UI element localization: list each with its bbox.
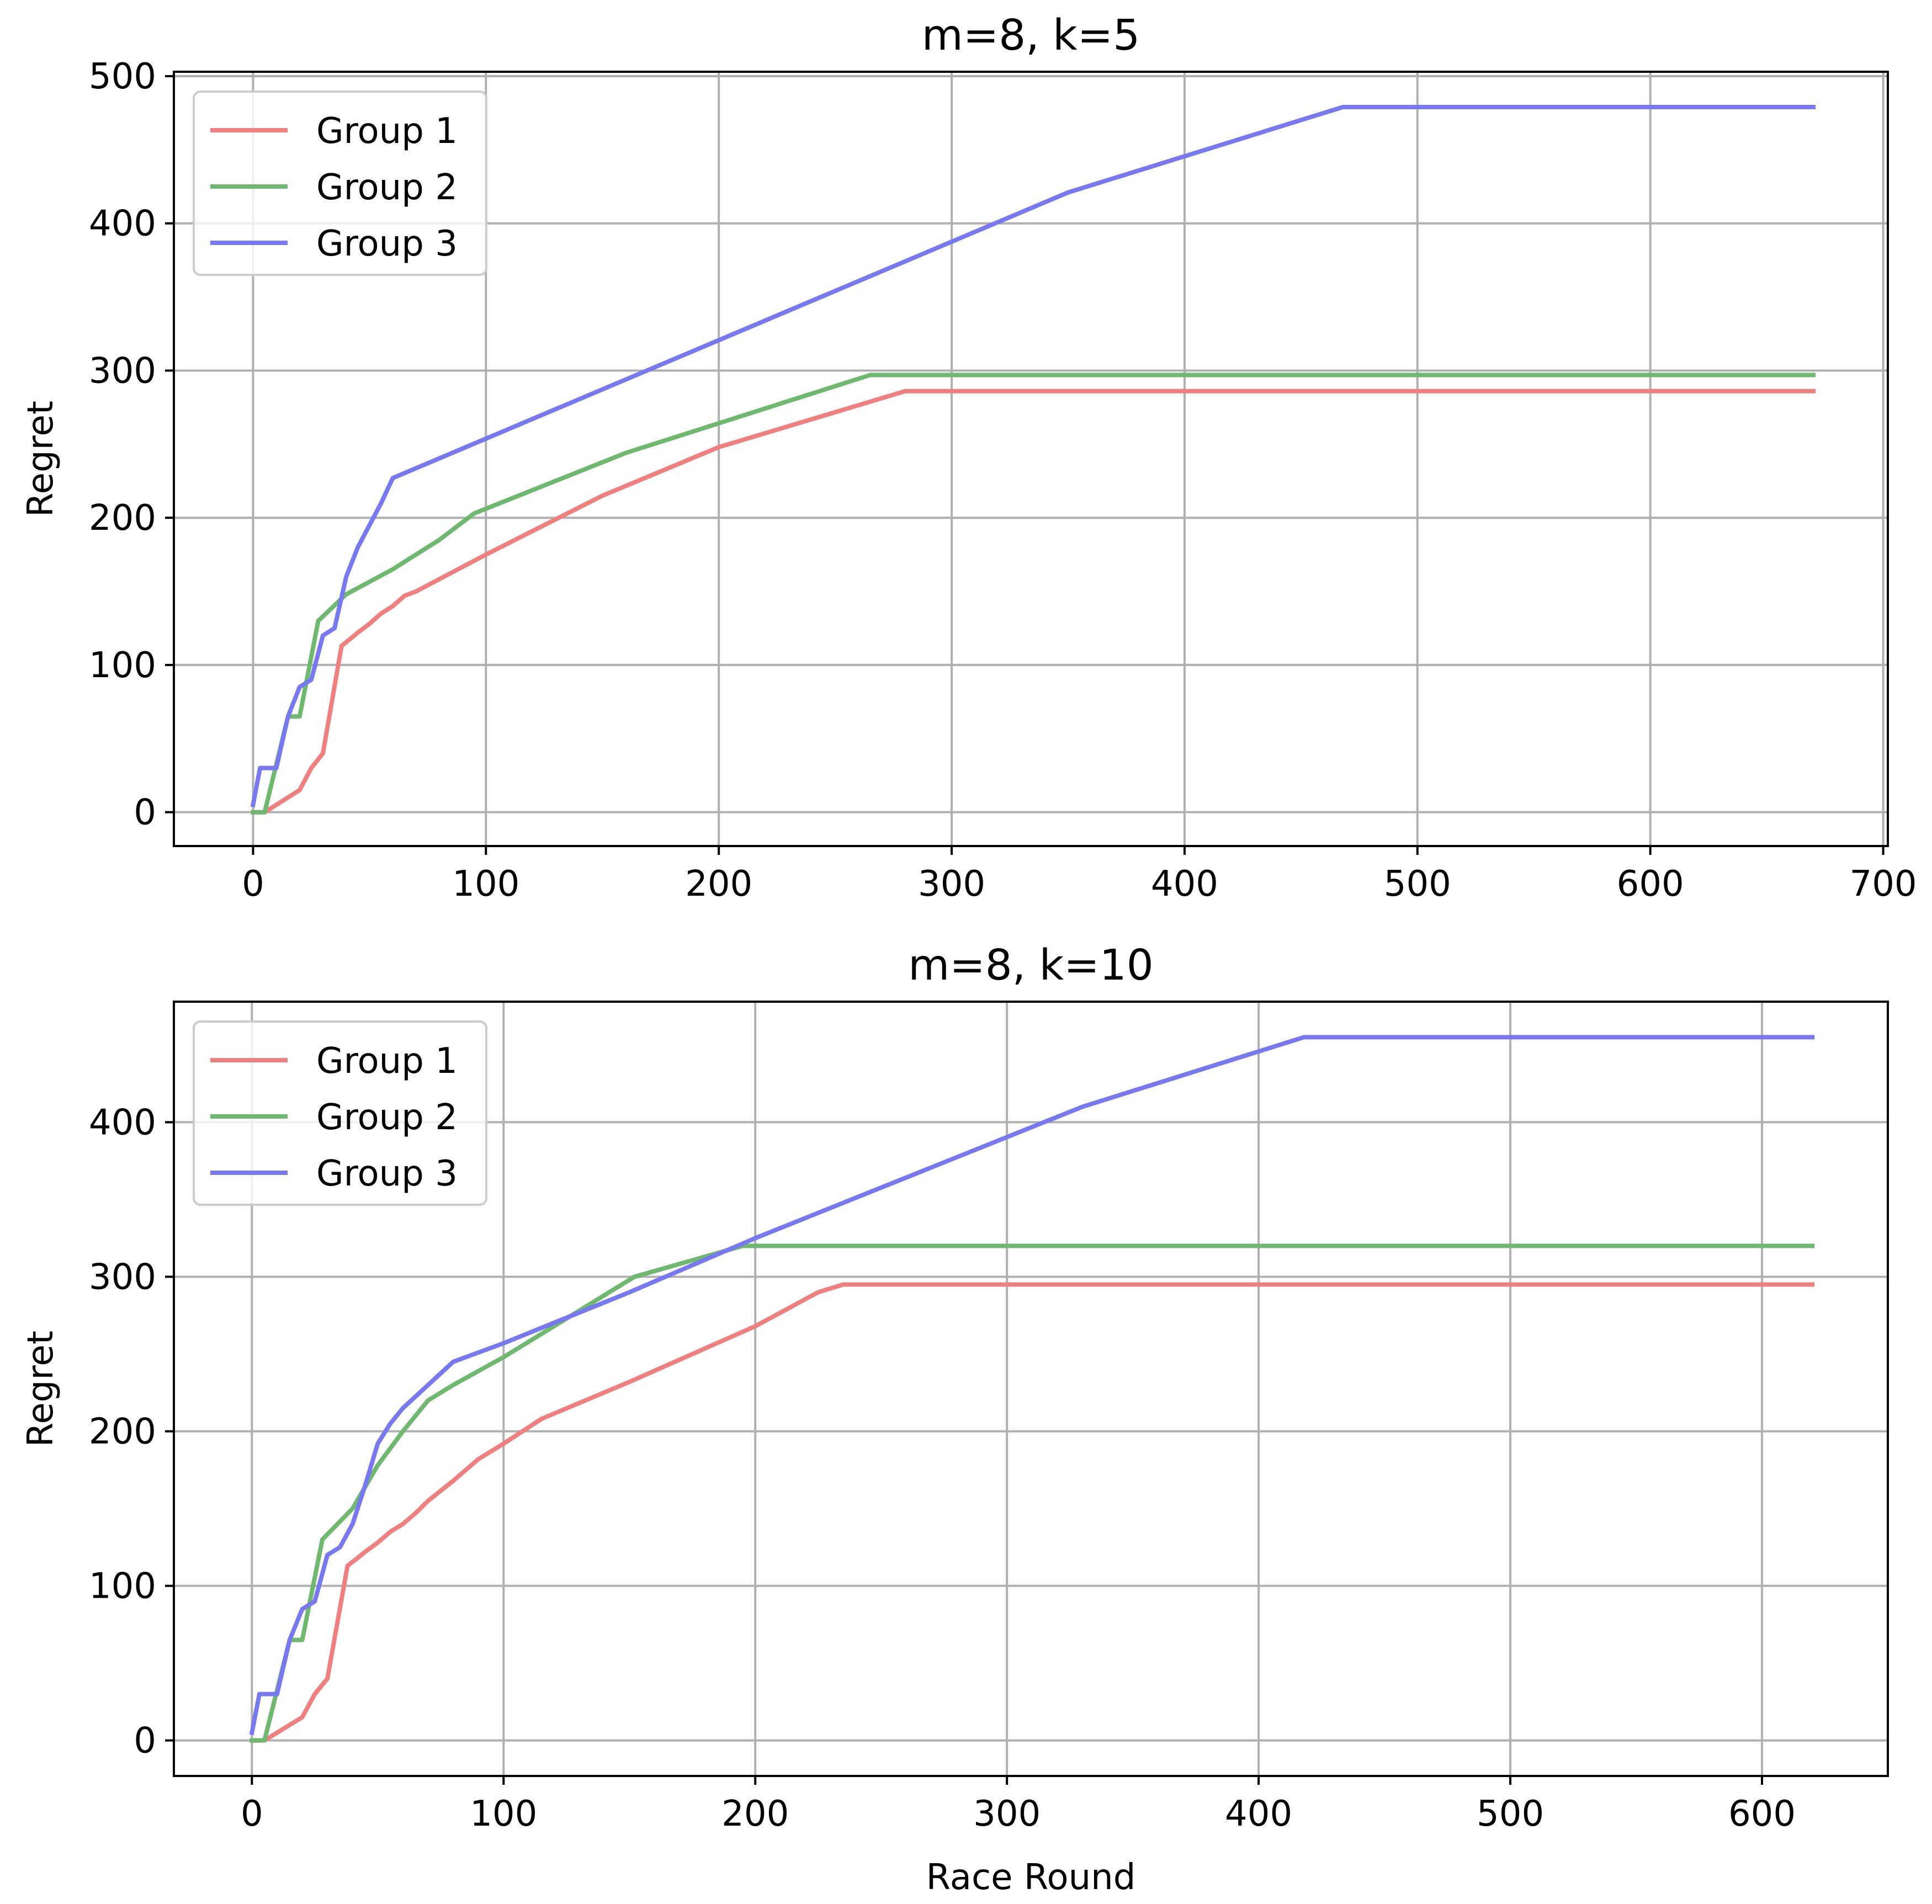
y-tick-label: 400	[89, 204, 156, 244]
legend-box	[193, 91, 487, 276]
x-axis-label: Race Round	[926, 1857, 1136, 1898]
chart-top: 0 100 200 300 400 500 600 700 0 100 200 300 400 500 m=…	[20, 11, 1917, 905]
series-line-1	[250, 1282, 1815, 1743]
legend: Group 1 Group 2 Group 3	[193, 91, 487, 276]
y-tick-label: 400	[89, 1102, 156, 1143]
y-tick-label: 200	[89, 1412, 156, 1453]
x-tick-label: 0	[241, 1794, 263, 1834]
legend-label: Group 3	[316, 224, 458, 264]
x-tick-label: 300	[973, 1794, 1041, 1834]
y-tick-label: 300	[89, 1257, 156, 1297]
y-tick-label: 300	[89, 350, 156, 391]
y-tick-label: 100	[89, 645, 156, 686]
axes-frame	[173, 1001, 1889, 1777]
x-tick-label: 200	[685, 864, 752, 905]
x-tick-label: 500	[1384, 864, 1451, 905]
chart-bottom: 0 100 200 300 400 500 600 0 100 200 300 400 m=8, k=1…	[20, 941, 1889, 1898]
x-tick-label: 500	[1477, 1794, 1544, 1834]
x-tick-label: 400	[1225, 1794, 1292, 1834]
legend-label: Group 3	[316, 1153, 458, 1194]
legend-label: Group 2	[316, 167, 458, 208]
x-tick-label: 300	[918, 864, 985, 905]
legend-label: Group 2	[316, 1097, 458, 1138]
x-tick-label: 100	[470, 1794, 537, 1834]
x-tick-label: 600	[1617, 864, 1684, 905]
legend: Group 1 Group 2 Group 3	[193, 1020, 487, 1206]
series-line-2	[250, 1243, 1815, 1743]
legend-label: Group 1	[316, 1041, 458, 1082]
y-axis-label: Regret	[20, 401, 61, 517]
x-tick-label: 200	[721, 1794, 789, 1834]
y-axis-label: Regret	[20, 1331, 61, 1447]
axes-frame	[173, 71, 1889, 847]
x-tick-label: 600	[1728, 1794, 1796, 1834]
series-line-1	[251, 389, 1816, 815]
y-tick-label: 0	[134, 793, 156, 833]
series-line-3	[249, 1035, 1815, 1736]
x-tick-label: 700	[1849, 864, 1917, 905]
x-tick-label: 100	[452, 864, 519, 905]
series-line-2	[251, 373, 1816, 815]
series-line-3	[250, 105, 1816, 807]
y-tick-label: 100	[89, 1566, 156, 1607]
chart-title: m=8, k=10	[908, 941, 1154, 990]
chart-title: m=8, k=5	[922, 11, 1140, 60]
x-tick-label: 0	[242, 864, 264, 905]
legend-box	[193, 1020, 487, 1206]
y-tick-label: 500	[89, 56, 156, 97]
y-tick-label: 200	[89, 498, 156, 539]
legend-label: Group 1	[316, 111, 458, 152]
x-tick-label: 400	[1151, 864, 1218, 905]
y-tick-label: 0	[134, 1721, 156, 1762]
